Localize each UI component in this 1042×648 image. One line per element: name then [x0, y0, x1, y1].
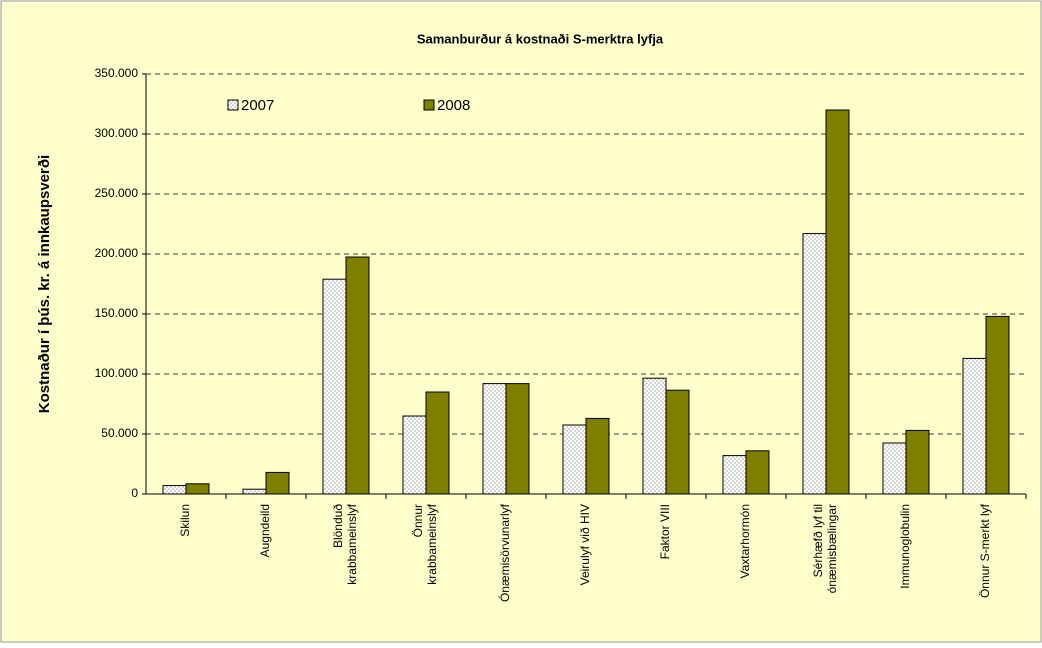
chart-title: Samanburður á kostnaði S-merktra lyfja	[417, 31, 664, 46]
legend-swatch	[423, 99, 435, 111]
x-tick-label: Immunoglobulin	[898, 504, 912, 589]
y-axis-title: Kostnaður í þús. kr. á innkaupsverði	[36, 155, 53, 413]
bar	[962, 357, 987, 495]
y-tick-label: 300.000	[95, 126, 139, 140]
x-tick-label: Skilun	[178, 504, 192, 537]
y-tick-label: 0	[131, 486, 138, 500]
bar	[265, 471, 290, 495]
bar	[345, 256, 370, 495]
x-tick-label: Augndeild	[258, 504, 272, 557]
bar	[482, 383, 507, 495]
x-tick-label: Vaxtarhormón	[738, 504, 752, 578]
bar	[425, 391, 450, 495]
y-tick-label: 50.000	[101, 426, 138, 440]
bar	[585, 417, 610, 495]
x-tick-label: ónæmisbælingar	[825, 504, 839, 593]
y-tick-label: 150.000	[95, 306, 139, 320]
bar	[562, 424, 587, 495]
bar	[985, 315, 1010, 495]
x-tick-label: Blönduð	[331, 504, 345, 548]
bar	[722, 455, 747, 495]
bar	[322, 278, 347, 495]
x-tick-label: Önnur S-merkt lyf	[978, 503, 992, 598]
x-tick-label: Ónæmisörvunarlyf	[497, 503, 512, 602]
bar	[185, 483, 210, 495]
x-tick-label: Veirulyf við HIV	[578, 504, 592, 585]
x-tick-label: krabbameinslyf	[345, 503, 359, 584]
x-tick-label: Sérhæfð lyf til	[811, 504, 825, 577]
bar	[802, 233, 827, 495]
x-tick-label: Önnur	[411, 504, 425, 537]
x-tick-label: krabbameinslyf	[425, 503, 439, 584]
y-tick-label: 250.000	[95, 186, 139, 200]
bar	[162, 485, 187, 495]
legend-label: 2008	[437, 97, 470, 114]
y-tick-label: 100.000	[95, 366, 139, 380]
x-tick-label: Faktor VIII	[658, 504, 672, 559]
bar	[745, 450, 770, 495]
bar	[825, 109, 850, 495]
bar	[402, 415, 427, 495]
bar	[665, 389, 690, 495]
y-tick-label: 350.000	[95, 66, 139, 80]
legend-swatch	[227, 99, 239, 111]
bar	[242, 488, 267, 495]
bar	[505, 383, 530, 495]
y-tick-label: 200.000	[95, 246, 139, 260]
bar	[882, 442, 907, 495]
legend-label: 2007	[241, 97, 274, 114]
bar	[642, 377, 667, 495]
bar	[905, 429, 930, 495]
